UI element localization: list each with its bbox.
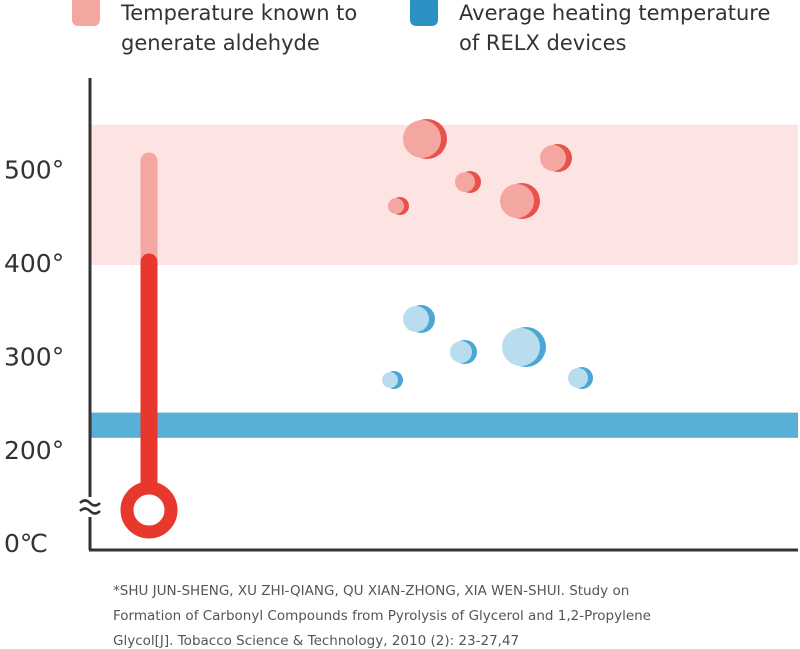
y-tick-label: 500°: [4, 155, 64, 184]
range-band: [90, 412, 798, 438]
y-tick-label: 300°: [4, 342, 64, 371]
y-tick-label: 200°: [4, 436, 64, 465]
legend-label: Temperature known to: [120, 1, 357, 25]
bubbles: [382, 119, 593, 389]
legend-swatch: [72, 0, 100, 26]
legend-label: Average heating temperature: [459, 1, 770, 25]
axis-break: [79, 497, 101, 517]
footnote: *SHU JUN-SHENG, XU ZHI-QIANG, QU XIAN-ZH…: [113, 583, 629, 599]
y-tick-label: 0℃: [4, 529, 48, 558]
y-tick-label: 400°: [4, 249, 64, 278]
thermometer: [120, 152, 178, 539]
footnote: Formation of Carbonyl Compounds from Pyr…: [113, 608, 651, 624]
legend-label: of RELX devices: [459, 31, 626, 55]
footnote: Glycol[J]. Tobacco Science & Technology,…: [113, 633, 519, 649]
legend-swatch: [410, 0, 438, 26]
legend-label: generate aldehyde: [121, 31, 320, 55]
